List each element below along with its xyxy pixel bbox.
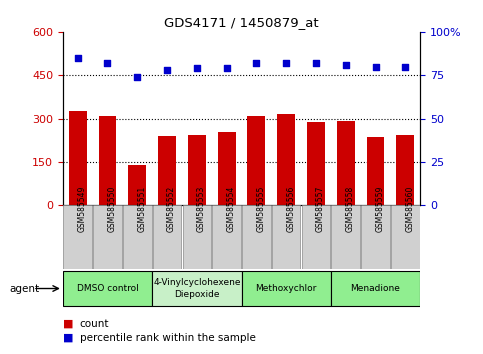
Bar [128, 165, 146, 205]
Text: GSM585556: GSM585556 [286, 185, 295, 232]
FancyBboxPatch shape [331, 271, 420, 306]
Bar [277, 114, 295, 205]
FancyBboxPatch shape [123, 205, 152, 269]
Point [223, 65, 230, 71]
Point [163, 67, 171, 73]
FancyBboxPatch shape [242, 271, 331, 306]
FancyBboxPatch shape [152, 271, 242, 306]
Text: count: count [80, 319, 109, 329]
Bar [337, 121, 355, 205]
Bar [188, 135, 206, 205]
FancyBboxPatch shape [63, 205, 92, 269]
Text: Methoxychlor: Methoxychlor [256, 284, 317, 293]
Bar [218, 132, 236, 205]
FancyBboxPatch shape [302, 205, 330, 269]
Bar [158, 136, 176, 205]
Text: GSM585559: GSM585559 [376, 185, 384, 232]
Text: Menadione: Menadione [351, 284, 400, 293]
Bar [69, 112, 86, 205]
Point [133, 74, 141, 80]
Text: 4-Vinylcyclohexene
Diepoxide: 4-Vinylcyclohexene Diepoxide [153, 279, 241, 298]
Text: agent: agent [10, 284, 40, 293]
FancyBboxPatch shape [93, 205, 122, 269]
FancyBboxPatch shape [272, 205, 300, 269]
Text: GSM585560: GSM585560 [405, 185, 414, 232]
Point [193, 65, 201, 71]
Text: GSM585552: GSM585552 [167, 185, 176, 232]
Bar [397, 135, 414, 205]
Bar [367, 137, 384, 205]
Text: ■: ■ [63, 333, 73, 343]
Point [282, 60, 290, 66]
FancyBboxPatch shape [391, 205, 420, 269]
Text: DMSO control: DMSO control [77, 284, 138, 293]
Text: GSM585550: GSM585550 [108, 185, 116, 232]
Point [342, 62, 350, 68]
FancyBboxPatch shape [183, 205, 211, 269]
FancyBboxPatch shape [213, 205, 241, 269]
Point [104, 60, 112, 66]
Point [253, 60, 260, 66]
Text: GSM585555: GSM585555 [256, 185, 265, 232]
Point [401, 64, 409, 69]
Text: GSM585558: GSM585558 [346, 185, 355, 232]
Bar [99, 116, 116, 205]
Text: ■: ■ [63, 319, 73, 329]
FancyBboxPatch shape [153, 205, 181, 269]
FancyBboxPatch shape [331, 205, 360, 269]
Text: GSM585553: GSM585553 [197, 185, 206, 232]
Point [74, 55, 82, 61]
FancyBboxPatch shape [361, 205, 390, 269]
Text: GSM585551: GSM585551 [137, 185, 146, 232]
Text: GSM585554: GSM585554 [227, 185, 236, 232]
Title: GDS4171 / 1450879_at: GDS4171 / 1450879_at [164, 16, 319, 29]
Text: GSM585549: GSM585549 [78, 185, 86, 232]
Bar [307, 122, 325, 205]
FancyBboxPatch shape [63, 271, 152, 306]
FancyBboxPatch shape [242, 205, 270, 269]
Point [312, 60, 320, 66]
Bar [247, 116, 265, 205]
Text: percentile rank within the sample: percentile rank within the sample [80, 333, 256, 343]
Point [372, 64, 380, 69]
Text: GSM585557: GSM585557 [316, 185, 325, 232]
